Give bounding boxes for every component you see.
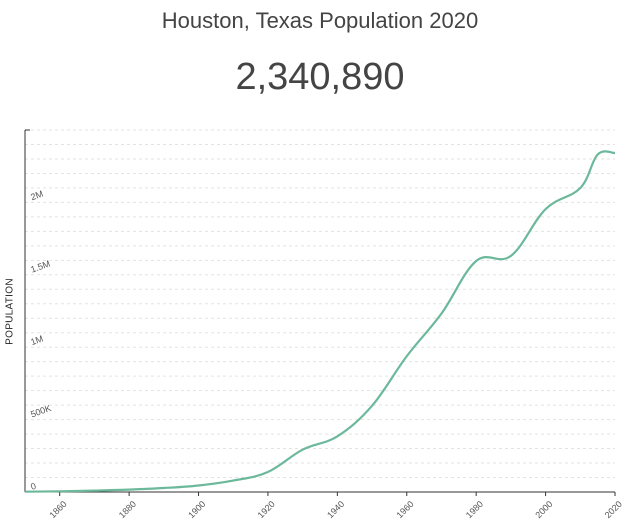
y-tick-label: 0	[29, 481, 37, 492]
x-tick-label: 1980	[464, 499, 485, 520]
population-value: 2,340,890	[235, 56, 405, 98]
x-tick-label: 2020	[603, 499, 623, 520]
x-tick-label: 1960	[394, 499, 415, 520]
x-tick-label: 2000	[533, 499, 554, 520]
y-tick-label: 1M	[29, 333, 44, 347]
x-tick-label: 1880	[117, 499, 138, 520]
population-series-line	[24, 150, 616, 493]
x-tick-label: 1940	[325, 499, 346, 520]
y-tick-label: 2M	[29, 189, 44, 203]
x-tick-label: 1900	[186, 499, 207, 520]
x-tick-label: 1860	[47, 499, 68, 520]
chart-title: Houston, Texas Population 2020	[161, 8, 479, 33]
x-tick-label: 1920	[256, 499, 277, 520]
y-tick-label: 1.5M	[29, 258, 51, 274]
